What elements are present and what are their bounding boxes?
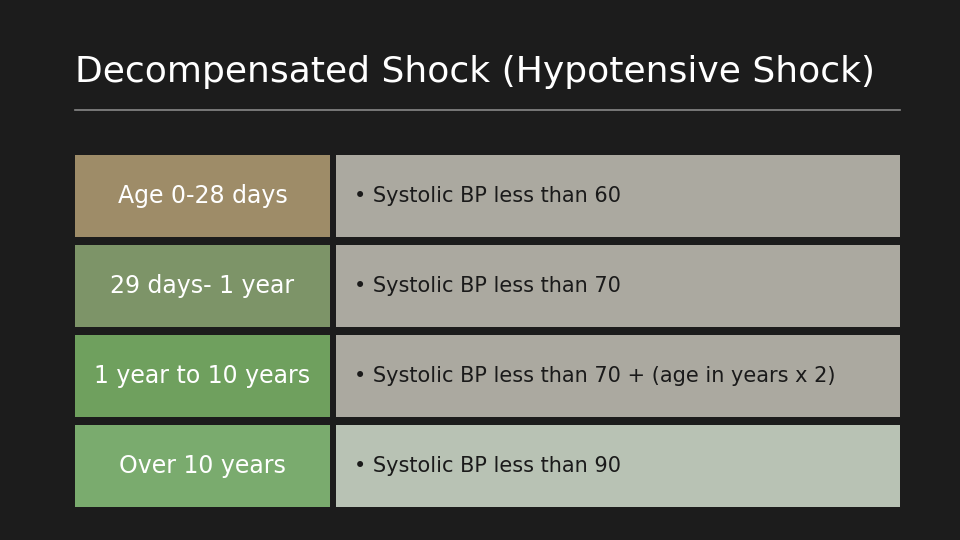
Text: • Systolic BP less than 60: • Systolic BP less than 60 [354,186,621,206]
FancyBboxPatch shape [336,425,900,507]
Text: • Systolic BP less than 70 + (age in years x 2): • Systolic BP less than 70 + (age in yea… [354,366,835,386]
FancyBboxPatch shape [75,425,330,507]
FancyBboxPatch shape [75,155,330,237]
FancyBboxPatch shape [336,245,900,327]
Text: Decompensated Shock (Hypotensive Shock): Decompensated Shock (Hypotensive Shock) [75,55,875,89]
Text: 1 year to 10 years: 1 year to 10 years [94,364,311,388]
FancyBboxPatch shape [336,335,900,417]
FancyBboxPatch shape [75,245,330,327]
Text: Age 0-28 days: Age 0-28 days [118,184,287,208]
FancyBboxPatch shape [336,155,900,237]
Text: • Systolic BP less than 70: • Systolic BP less than 70 [354,276,621,296]
FancyBboxPatch shape [75,335,330,417]
Text: • Systolic BP less than 90: • Systolic BP less than 90 [354,456,621,476]
Text: Over 10 years: Over 10 years [119,454,286,478]
Text: 29 days- 1 year: 29 days- 1 year [110,274,295,298]
